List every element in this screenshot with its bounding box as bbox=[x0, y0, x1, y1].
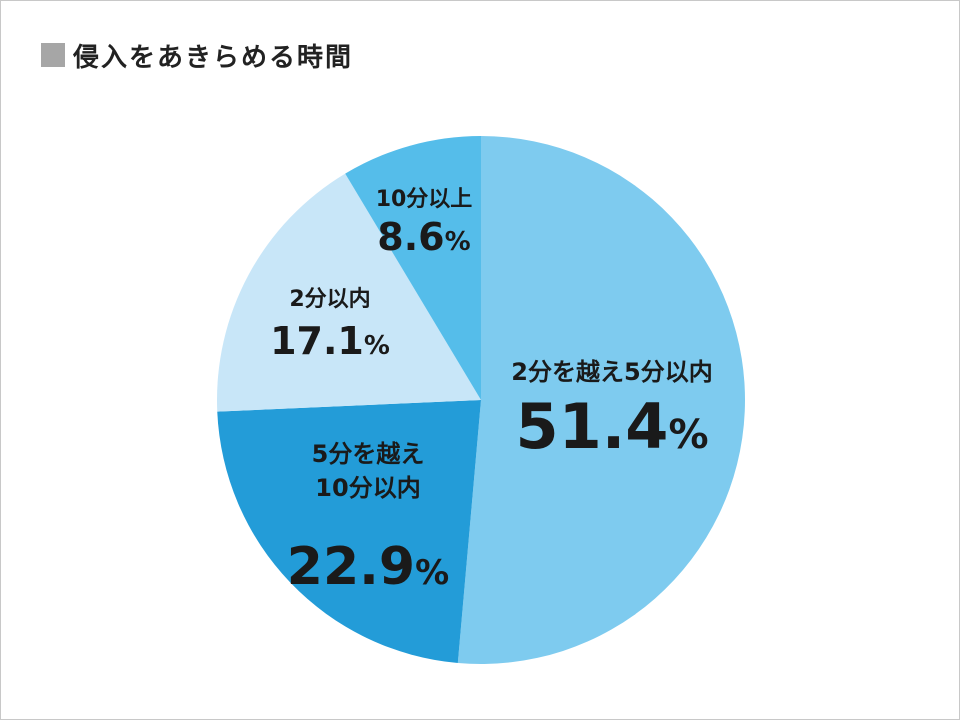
pie-labels: 2分を越え5分以内 51.4% 5分を越え 10分以内 22.9% 2分以内 17.1% 10… bbox=[270, 187, 713, 597]
slice-value-label: 22.9% bbox=[287, 537, 449, 597]
slice-value-label: 51.4% bbox=[515, 390, 708, 463]
pie-slices bbox=[217, 136, 745, 664]
slice-value-label: 17.1% bbox=[270, 319, 390, 363]
slice-value-label: 8.6% bbox=[377, 215, 470, 259]
title-square-icon bbox=[41, 43, 65, 67]
pie-slice bbox=[345, 136, 481, 400]
pie-slice bbox=[457, 136, 745, 664]
slice-category-label: 10分以上 bbox=[376, 187, 473, 212]
chart-title: 侵入をあきらめる時間 bbox=[73, 42, 354, 73]
slice-category-label: 10分以内 bbox=[315, 474, 420, 502]
pie-slice bbox=[217, 400, 481, 663]
slice-category-label: 2分を越え5分以内 bbox=[511, 358, 712, 386]
pie-slice bbox=[217, 173, 481, 412]
slice-category-label: 2分以内 bbox=[289, 287, 370, 312]
slice-category-label: 5分を越え bbox=[312, 440, 425, 468]
chart-title-row: 侵入をあきらめる時間 bbox=[41, 37, 353, 73]
